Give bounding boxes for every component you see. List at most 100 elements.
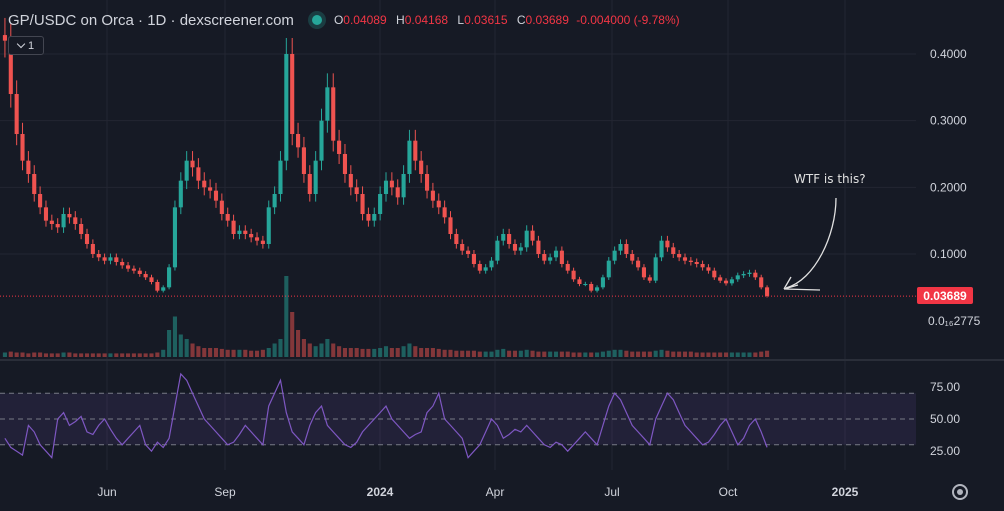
time-tick-label: Apr: [486, 485, 505, 499]
candle-body: [219, 200, 224, 214]
close-label: C: [516, 13, 526, 27]
volume-bar: [254, 350, 260, 357]
volume-bar: [90, 353, 95, 357]
volume-bar: [518, 350, 523, 357]
volume-bar: [395, 348, 400, 357]
candle-body: [2, 35, 7, 41]
candle-body: [424, 174, 430, 191]
volume-bar: [231, 349, 236, 357]
volume-bar: [208, 348, 213, 357]
volume-bar: [706, 352, 711, 357]
candle-body: [583, 284, 588, 285]
volume-bar: [448, 349, 453, 357]
candle-body: [102, 257, 107, 261]
rsi-tick-label: 75.00: [930, 380, 960, 394]
candle-body: [38, 194, 43, 208]
candle-body: [296, 134, 301, 148]
candle-body: [208, 187, 213, 191]
price-tick-label: 0.4000: [930, 47, 967, 61]
candle-body: [466, 250, 471, 254]
volume-bar: [436, 348, 441, 357]
candle-body: [712, 270, 717, 278]
candle-body: [442, 207, 447, 218]
volume-bar: [430, 348, 435, 357]
time-tick-label: Sep: [214, 485, 236, 499]
candle-body: [495, 240, 500, 261]
candle-body: [172, 207, 177, 268]
time-axis[interactable]: Jun Sep 2024 Apr Jul Oct 2025: [97, 485, 858, 499]
candle-body: [108, 257, 113, 261]
volume-bar: [325, 339, 330, 357]
volume-bar: [190, 343, 195, 357]
volume-bar: [677, 351, 682, 357]
open-value: 0.04089: [343, 13, 387, 27]
candle-body: [178, 180, 183, 208]
volume-bar: [571, 352, 576, 357]
candle-body: [383, 180, 389, 194]
volume-bar: [471, 350, 476, 357]
candle-body: [723, 280, 729, 284]
candle-body: [125, 265, 131, 269]
volume-bar: [290, 312, 295, 357]
chart-header: GP/USDC on Orca · 1D · dexscreener.com O…: [8, 10, 680, 30]
candle-body: [759, 277, 764, 288]
indicator-toggle-button[interactable]: 1: [8, 36, 44, 55]
candle-body: [659, 240, 664, 258]
volume-bar: [729, 352, 734, 357]
volume-bar: [249, 350, 254, 357]
volume-bar: [589, 352, 594, 357]
candle-body: [120, 262, 125, 266]
price-axis[interactable]: 0.4000 0.3000 0.2000 0.1000: [930, 47, 967, 261]
candle-body: [765, 287, 770, 296]
volume-bar: [723, 352, 729, 357]
candle-body: [73, 217, 78, 224]
volume-bar: [460, 350, 465, 357]
candle-body: [26, 160, 31, 174]
candle-body: [565, 264, 570, 271]
volume-bar: [630, 351, 635, 357]
candle-body: [606, 260, 611, 278]
candle-body: [641, 267, 647, 278]
high-value: 0.04168: [404, 13, 449, 27]
candle-body: [237, 230, 242, 234]
ohlc-values: O0.04089 H0.04168 L0.03615 C0.03689 -0.0…: [334, 13, 680, 27]
volume-bar: [688, 351, 693, 357]
volume-bar: [131, 353, 136, 357]
candle-body: [325, 87, 330, 121]
candle-body: [477, 264, 482, 271]
candle-body: [729, 279, 734, 284]
candle-body: [143, 274, 148, 278]
volume-bar: [641, 351, 647, 357]
volume-bar: [149, 353, 154, 357]
gear-icon[interactable]: [952, 484, 968, 500]
candle-body: [348, 174, 353, 188]
grid-lines: [0, 0, 916, 470]
candle-body: [665, 240, 670, 248]
candle-body: [489, 260, 494, 268]
volume-bar: [20, 352, 25, 357]
candle-body: [260, 240, 265, 244]
volume-bar: [137, 353, 142, 357]
candle-body: [753, 272, 758, 278]
candle-body: [735, 275, 740, 280]
candle-body: [501, 234, 506, 241]
volume-bar: [348, 348, 353, 357]
candle-body: [524, 230, 529, 248]
candle-body: [571, 270, 576, 280]
volume-bar: [682, 351, 688, 357]
indicator-count: 1: [27, 39, 35, 52]
volume-bar: [2, 352, 7, 357]
volume-bar: [372, 348, 377, 357]
volume-bar: [49, 353, 54, 357]
volume-bar: [442, 349, 447, 357]
candle-body: [507, 234, 512, 244]
candle-body: [43, 207, 49, 221]
volume-bar: [96, 353, 101, 357]
volume-bar: [155, 352, 160, 357]
volume-bar: [14, 352, 19, 357]
candle-body: [700, 264, 705, 268]
annotation: WTF is this?: [783, 172, 866, 291]
volume-bar: [489, 351, 494, 357]
volume-bar: [735, 352, 740, 357]
